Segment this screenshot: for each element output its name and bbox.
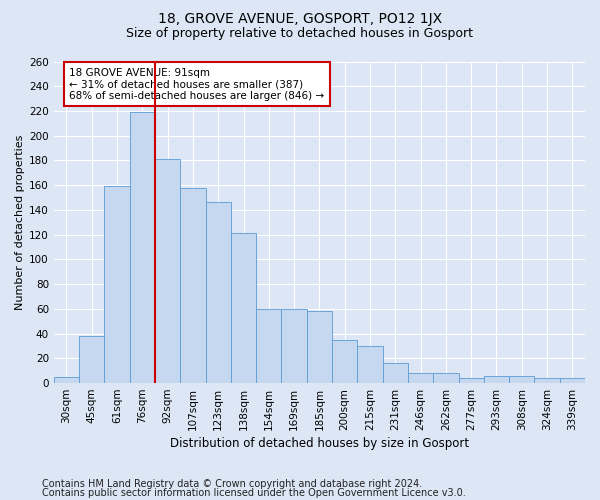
Bar — [332, 340, 358, 383]
Bar — [307, 312, 332, 383]
Text: Size of property relative to detached houses in Gosport: Size of property relative to detached ho… — [127, 28, 473, 40]
Y-axis label: Number of detached properties: Number of detached properties — [15, 134, 25, 310]
Bar — [130, 112, 155, 383]
Bar — [433, 373, 458, 383]
Bar — [54, 377, 79, 383]
Bar — [358, 346, 383, 383]
Text: 18 GROVE AVENUE: 91sqm
← 31% of detached houses are smaller (387)
68% of semi-de: 18 GROVE AVENUE: 91sqm ← 31% of detached… — [70, 68, 325, 101]
Bar — [484, 376, 509, 383]
Bar — [560, 378, 585, 383]
Bar — [458, 378, 484, 383]
Bar — [383, 364, 408, 383]
Text: 18, GROVE AVENUE, GOSPORT, PO12 1JX: 18, GROVE AVENUE, GOSPORT, PO12 1JX — [158, 12, 442, 26]
X-axis label: Distribution of detached houses by size in Gosport: Distribution of detached houses by size … — [170, 437, 469, 450]
Bar — [155, 159, 180, 383]
Bar — [79, 336, 104, 383]
Text: Contains public sector information licensed under the Open Government Licence v3: Contains public sector information licen… — [42, 488, 466, 498]
Text: Contains HM Land Registry data © Crown copyright and database right 2024.: Contains HM Land Registry data © Crown c… — [42, 479, 422, 489]
Bar — [408, 373, 433, 383]
Bar — [104, 186, 130, 383]
Bar — [535, 378, 560, 383]
Bar — [231, 234, 256, 383]
Bar — [256, 309, 281, 383]
Bar — [509, 376, 535, 383]
Bar — [281, 309, 307, 383]
Bar — [206, 202, 231, 383]
Bar — [180, 188, 206, 383]
